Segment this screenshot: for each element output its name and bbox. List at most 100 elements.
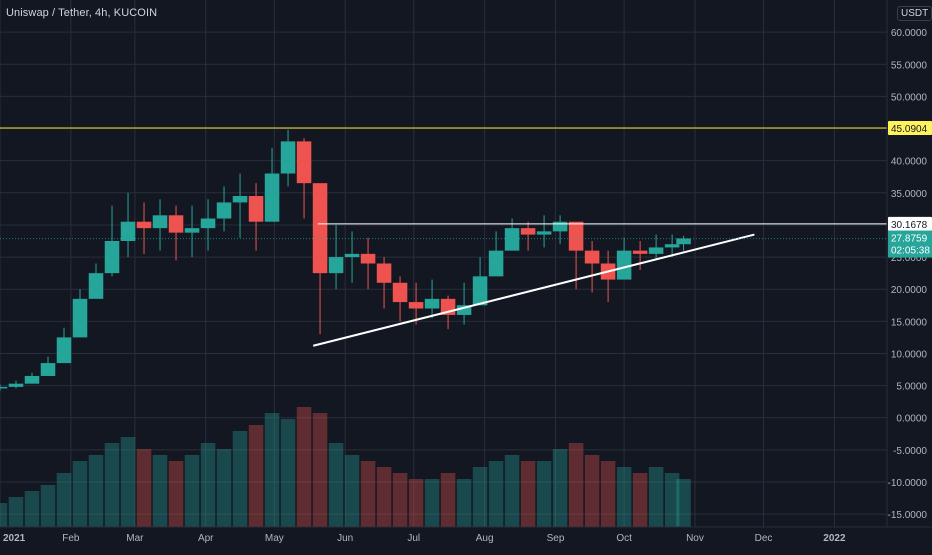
candle-body	[232, 196, 248, 203]
candle-body	[152, 215, 168, 229]
x-tick-label: Mar	[126, 533, 144, 544]
volume-bar	[424, 479, 440, 527]
x-tick-label: Jul	[407, 533, 420, 544]
y-tick-label: 50.0000	[891, 92, 928, 103]
candle-body	[536, 231, 552, 235]
y-tick-label: 10.0000	[891, 349, 928, 360]
candle-body	[344, 253, 360, 258]
volume-bar	[632, 473, 648, 527]
candle-body	[40, 363, 56, 376]
current-price-tag	[888, 230, 932, 258]
candle-body	[296, 141, 312, 184]
volume-bar	[184, 455, 200, 527]
candle-body	[24, 375, 40, 384]
x-tick-label: 2022	[823, 533, 846, 544]
candle-body	[200, 218, 216, 229]
candle-body	[248, 196, 264, 222]
candle-body	[616, 250, 632, 280]
candle-body	[280, 141, 296, 174]
candle-body	[168, 215, 184, 233]
volume-bar	[488, 461, 504, 527]
y-tick-label: -5.0000	[893, 446, 927, 457]
volume-bar	[552, 449, 568, 527]
candle-body	[584, 250, 600, 264]
x-tick-label: Dec	[755, 533, 773, 544]
volume-bar	[312, 413, 328, 527]
candle-body	[56, 337, 72, 364]
volume-bar	[648, 467, 664, 527]
candle-body	[424, 298, 440, 309]
candle-body	[328, 257, 344, 274]
candle-body	[520, 228, 536, 235]
volume-bar	[676, 479, 691, 527]
volume-bar	[88, 455, 104, 527]
volume-bar	[232, 431, 248, 527]
candle-body	[72, 298, 88, 338]
candle-body	[120, 221, 136, 242]
resistance-price-tag	[888, 120, 932, 135]
x-tick-label: Sep	[547, 533, 565, 544]
y-tick-label: 5.0000	[896, 382, 927, 393]
y-tick-label: 55.0000	[891, 60, 928, 71]
y-tick-label: 20.0000	[891, 285, 928, 296]
volume-bar	[392, 473, 408, 527]
candle-body	[392, 282, 408, 303]
volume-bar	[472, 467, 488, 527]
price-axis[interactable]	[887, 0, 932, 550]
volume-bar	[280, 419, 296, 527]
candle-body	[648, 247, 664, 254]
volume-bar	[360, 461, 376, 527]
volume-bar	[664, 473, 680, 527]
volume-bar	[136, 449, 152, 527]
candle-body	[184, 228, 200, 233]
y-tick-label: 15.0000	[891, 317, 928, 328]
candle-body	[504, 228, 520, 251]
x-tick-label: Nov	[686, 533, 704, 544]
candle-body	[360, 253, 376, 264]
volume-bar	[328, 443, 344, 527]
volume-bar	[216, 449, 232, 527]
level-price-tag-text: 30.1678	[891, 220, 928, 231]
candle-body	[664, 244, 680, 248]
candle-body	[488, 250, 504, 277]
candle-body	[472, 276, 488, 306]
candle-body	[0, 386, 8, 389]
symbol-title: Uniswap / Tether, 4h, KUCOIN	[6, 7, 158, 19]
candle-body	[216, 202, 232, 219]
volume-bar	[248, 425, 264, 527]
candle-body	[104, 241, 120, 274]
volume-bar	[456, 479, 472, 527]
time-axis[interactable]	[0, 527, 932, 550]
x-tick-label: Feb	[62, 533, 80, 544]
x-tick-label: Apr	[198, 533, 214, 544]
volume-bar	[56, 473, 72, 527]
currency-badge[interactable]: USDT	[897, 6, 932, 21]
y-tick-label: 25.0000	[891, 253, 928, 264]
volume-bar	[616, 467, 632, 527]
candle-body	[8, 383, 24, 387]
volume-bar	[40, 485, 56, 527]
volume-bar	[344, 455, 360, 527]
y-tick-label: 0.0000	[896, 414, 927, 425]
candle-body	[456, 305, 472, 315]
volume-bar	[120, 437, 136, 527]
volume-bar	[200, 443, 216, 527]
candle-body	[136, 221, 152, 229]
candle-body	[568, 221, 584, 251]
x-tick-label: Aug	[476, 533, 494, 544]
volume-bar	[568, 443, 584, 527]
volume-bar	[520, 461, 536, 527]
candle-body	[632, 250, 648, 254]
volume-bar	[104, 443, 120, 527]
volume-bar	[504, 455, 520, 527]
candle-body	[408, 302, 424, 309]
x-tick-label: May	[265, 533, 284, 544]
volume-bar	[264, 413, 280, 527]
volume-bar	[8, 497, 24, 527]
trendline[interactable]	[312, 233, 755, 347]
candle-body	[376, 263, 392, 283]
candle-body	[552, 221, 568, 232]
candle-body	[264, 173, 280, 222]
